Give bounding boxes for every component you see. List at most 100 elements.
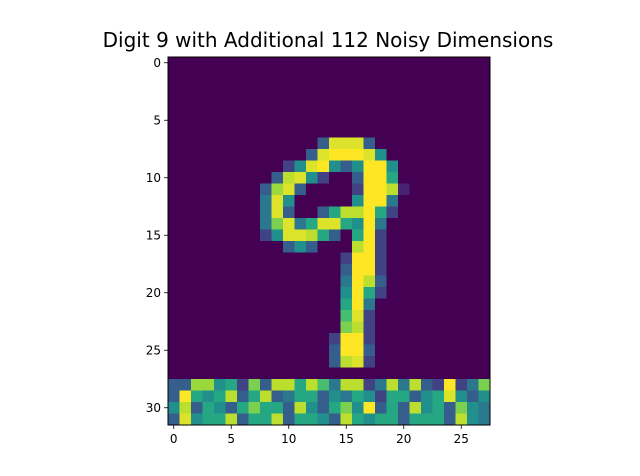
heatmap-cell (363, 57, 376, 69)
heatmap-cell (375, 80, 387, 92)
heatmap-cell (329, 218, 341, 230)
heatmap-cell (294, 114, 307, 127)
heatmap-cell (179, 413, 192, 426)
heatmap-cell (317, 172, 330, 184)
heatmap-cell (432, 80, 445, 92)
heatmap-cell (225, 344, 238, 357)
heatmap-cell (398, 229, 410, 242)
heatmap-cell (432, 241, 445, 253)
heatmap-cell (432, 287, 445, 299)
heatmap-cell (283, 229, 295, 242)
heatmap-cell (340, 218, 353, 230)
heatmap-cell (444, 68, 456, 81)
heatmap-cell (202, 114, 215, 127)
heatmap-cell (352, 241, 364, 253)
heatmap-cell (294, 241, 307, 253)
heatmap-cell (467, 275, 479, 288)
heatmap-cell (375, 275, 387, 288)
heatmap-cell (191, 298, 203, 311)
heatmap-cell (421, 264, 433, 276)
heatmap-cell (237, 367, 249, 380)
heatmap-cell (409, 287, 422, 299)
heatmap-cell (398, 91, 410, 104)
heatmap-cell (294, 344, 307, 357)
heatmap-cell (478, 160, 491, 173)
heatmap-cell (421, 333, 433, 345)
heatmap-cell (179, 252, 192, 265)
heatmap-cell (444, 413, 456, 426)
heatmap-cell (271, 321, 284, 334)
heatmap-cell (202, 344, 215, 357)
heatmap-cell (237, 57, 249, 69)
heatmap-cell (191, 57, 203, 69)
heatmap-cell (248, 310, 261, 322)
heatmap-cell (248, 275, 261, 288)
heatmap-cell (191, 287, 203, 299)
heatmap-cell (179, 160, 192, 173)
heatmap-cell (340, 160, 353, 173)
heatmap-cell (317, 275, 330, 288)
heatmap-cell (386, 137, 399, 150)
heatmap-cell (386, 183, 399, 196)
heatmap-cell (352, 229, 364, 242)
heatmap-cell (271, 241, 284, 253)
heatmap-cell (340, 137, 353, 150)
heatmap-cell (421, 344, 433, 357)
heatmap-cell (375, 229, 387, 242)
heatmap-cell (467, 57, 479, 69)
heatmap-cell (294, 172, 307, 184)
heatmap-cell (191, 172, 203, 184)
heatmap-cell (421, 241, 433, 253)
heatmap-cell (421, 149, 433, 161)
heatmap-cell (398, 402, 410, 414)
heatmap-cell (455, 402, 468, 414)
heatmap-cell (352, 103, 364, 115)
heatmap-cell (168, 57, 180, 69)
heatmap-cell (444, 80, 456, 92)
heatmap-cell (421, 91, 433, 104)
heatmap-cell (421, 356, 433, 368)
heatmap-cell (409, 390, 422, 403)
heatmap-cell (432, 413, 445, 426)
heatmap-cell (352, 356, 364, 368)
heatmap-cell (467, 321, 479, 334)
heatmap-cell (202, 321, 215, 334)
heatmap-cell (386, 68, 399, 81)
heatmap-cell (294, 103, 307, 115)
heatmap-cell (283, 264, 295, 276)
heatmap-cell (168, 68, 180, 81)
heatmap-cell (225, 218, 238, 230)
heatmap-cell (478, 80, 491, 92)
heatmap-cell (294, 137, 307, 150)
heatmap-cell (467, 149, 479, 161)
heatmap-cell (271, 298, 284, 311)
heatmap-cell (248, 126, 261, 138)
y-tick-label: 15 (146, 228, 161, 242)
heatmap-cell (398, 103, 410, 115)
heatmap-cell (225, 402, 238, 414)
heatmap-cell (398, 379, 410, 391)
heatmap-cell (409, 218, 422, 230)
heatmap-cell (375, 57, 387, 69)
heatmap-cell (398, 195, 410, 207)
heatmap-cell (214, 379, 226, 391)
heatmap-cell (467, 252, 479, 265)
heatmap-cell (398, 390, 410, 403)
heatmap-cell (248, 172, 261, 184)
heatmap-cell (179, 80, 192, 92)
heatmap-cell (191, 402, 203, 414)
heatmap-cell (340, 321, 353, 334)
heatmap-cell (444, 160, 456, 173)
heatmap-cell (455, 367, 468, 380)
heatmap-cell (294, 287, 307, 299)
heatmap-cell (329, 103, 341, 115)
heatmap-cell (340, 195, 353, 207)
heatmap-cell (478, 344, 491, 357)
heatmap-cell (168, 333, 180, 345)
heatmap-cell (283, 114, 295, 127)
heatmap-cell (260, 160, 272, 173)
heatmap-cell (237, 68, 249, 81)
heatmap-cell (237, 241, 249, 253)
heatmap-cell (386, 149, 399, 161)
heatmap-cell (409, 195, 422, 207)
